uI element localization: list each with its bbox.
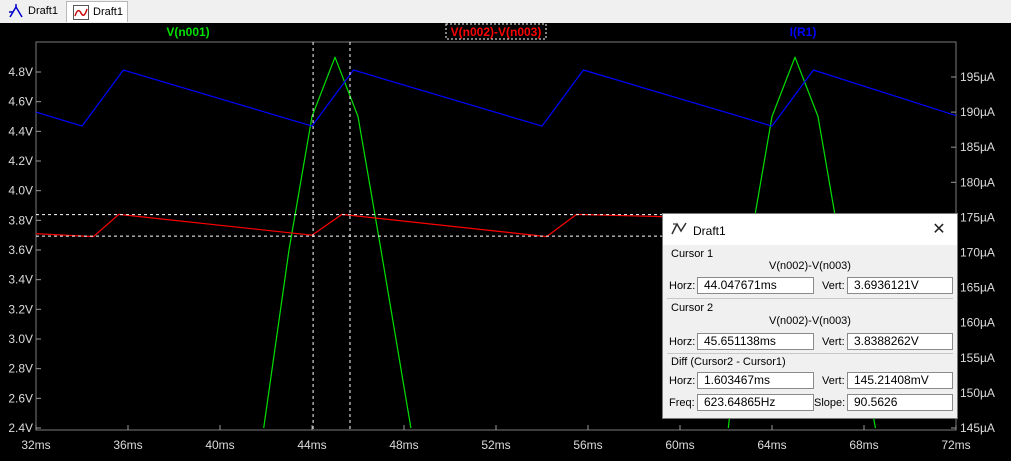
left-tick-label: 3.2V (8, 302, 33, 316)
x-tick-label: 36ms (113, 438, 142, 452)
x-tick-label: 68ms (849, 438, 878, 452)
x-tick-label: 52ms (481, 438, 510, 452)
left-tick-label: 2.8V (8, 362, 33, 376)
schematic-icon (9, 4, 23, 18)
tab-bar: Draft1 Draft1 (0, 0, 1011, 24)
trace-label[interactable]: V(n002)-V(n003) (451, 25, 542, 39)
x-tick-label: 48ms (389, 438, 418, 452)
series-v-n002-n003 (36, 213, 692, 238)
left-tick-label: 3.8V (8, 213, 33, 227)
right-tick-label: 165µA (960, 281, 995, 295)
cursor1-vert-label: Vert: (822, 280, 845, 292)
right-tick-label: 190µA (960, 105, 995, 119)
diff-vert-field[interactable]: 145.21408mV (847, 372, 953, 389)
trace-label[interactable]: I(R1) (790, 25, 817, 39)
close-icon[interactable]: ✕ (932, 221, 946, 238)
right-tick-label: 145µA (960, 421, 995, 435)
tab-schematic-label: Draft1 (28, 5, 58, 17)
trace-label[interactable]: V(n001) (166, 25, 209, 39)
diff-slope-label: Slope: (814, 397, 846, 409)
right-tick-label: 160µA (960, 316, 995, 330)
diff-heading: Diff (Cursor2 - Cursor1) (671, 356, 786, 368)
tab-waveform-label: Draft1 (93, 6, 123, 18)
tab-waveform[interactable]: Draft1 (66, 1, 128, 22)
cursor2-vert-field[interactable]: 3.8388262V (847, 333, 953, 350)
cursor2-horz-field[interactable]: 45.651138ms (697, 333, 814, 350)
cursor1-vert-field[interactable]: 3.6936121V (847, 277, 953, 294)
series-v-n001 (263, 56, 412, 429)
right-tick-label: 180µA (960, 175, 995, 189)
left-tick-label: 4.0V (8, 184, 33, 198)
left-tick-label: 3.4V (8, 273, 33, 287)
left-tick-label: 3.6V (8, 243, 33, 257)
x-tick-label: 64ms (757, 438, 786, 452)
diff-slope-field[interactable]: 90.5626 (847, 394, 953, 411)
cursor2-heading: Cursor 2 (671, 302, 714, 314)
right-tick-label: 185µA (960, 140, 995, 154)
left-tick-label: 4.6V (8, 95, 33, 109)
x-tick-label: 44ms (297, 438, 326, 452)
diff-horz-label: Horz: (669, 375, 696, 387)
x-tick-label: 40ms (205, 438, 234, 452)
diff-vert-label: Vert: (822, 375, 845, 387)
cursor-dialog[interactable]: Draft1 ✕ Cursor 1 V(n002)-V(n003) Horz: … (662, 213, 958, 419)
separator (667, 353, 953, 354)
left-tick-label: 2.6V (8, 391, 33, 405)
cursor2-vert-label: Vert: (822, 336, 845, 348)
right-tick-label: 175µA (960, 210, 995, 224)
cursor2-horz-label: Horz: (669, 336, 696, 348)
x-tick-label: 60ms (665, 438, 694, 452)
cursor1-horz-label: Horz: (669, 280, 696, 292)
cursor1-heading: Cursor 1 (671, 248, 714, 260)
left-tick-label: 4.4V (8, 124, 33, 138)
series-i-r1 (36, 69, 956, 127)
cursor2-trace: V(n002)-V(n003) (769, 315, 851, 327)
separator (667, 298, 953, 299)
cursor-dialog-titlebar[interactable]: Draft1 ✕ (663, 214, 957, 245)
right-tick-label: 195µA (960, 70, 995, 84)
right-tick-label: 155µA (960, 351, 995, 365)
cursor-dialog-title: Draft1 (693, 224, 726, 238)
left-tick-label: 3.0V (8, 332, 33, 346)
left-tick-label: 4.8V (8, 65, 33, 79)
left-tick-label: 4.2V (8, 154, 33, 168)
left-tick-label: 2.4V (8, 421, 33, 435)
waveform-icon (73, 5, 89, 20)
diff-freq-field[interactable]: 623.64865Hz (697, 394, 814, 411)
right-tick-label: 170µA (960, 246, 995, 260)
ltspice-icon (671, 222, 687, 236)
x-tick-label: 72ms (941, 438, 970, 452)
cursor1-horz-field[interactable]: 44.047671ms (697, 277, 814, 294)
x-tick-label: 32ms (21, 438, 50, 452)
tab-schematic[interactable]: Draft1 (2, 1, 64, 22)
cursor1-trace: V(n002)-V(n003) (769, 260, 851, 272)
trace-label-selection-box (445, 23, 547, 40)
diff-horz-field[interactable]: 1.603467ms (697, 372, 814, 389)
x-tick-label: 56ms (573, 438, 602, 452)
diff-freq-label: Freq: (669, 397, 695, 409)
right-tick-label: 150µA (960, 386, 995, 400)
